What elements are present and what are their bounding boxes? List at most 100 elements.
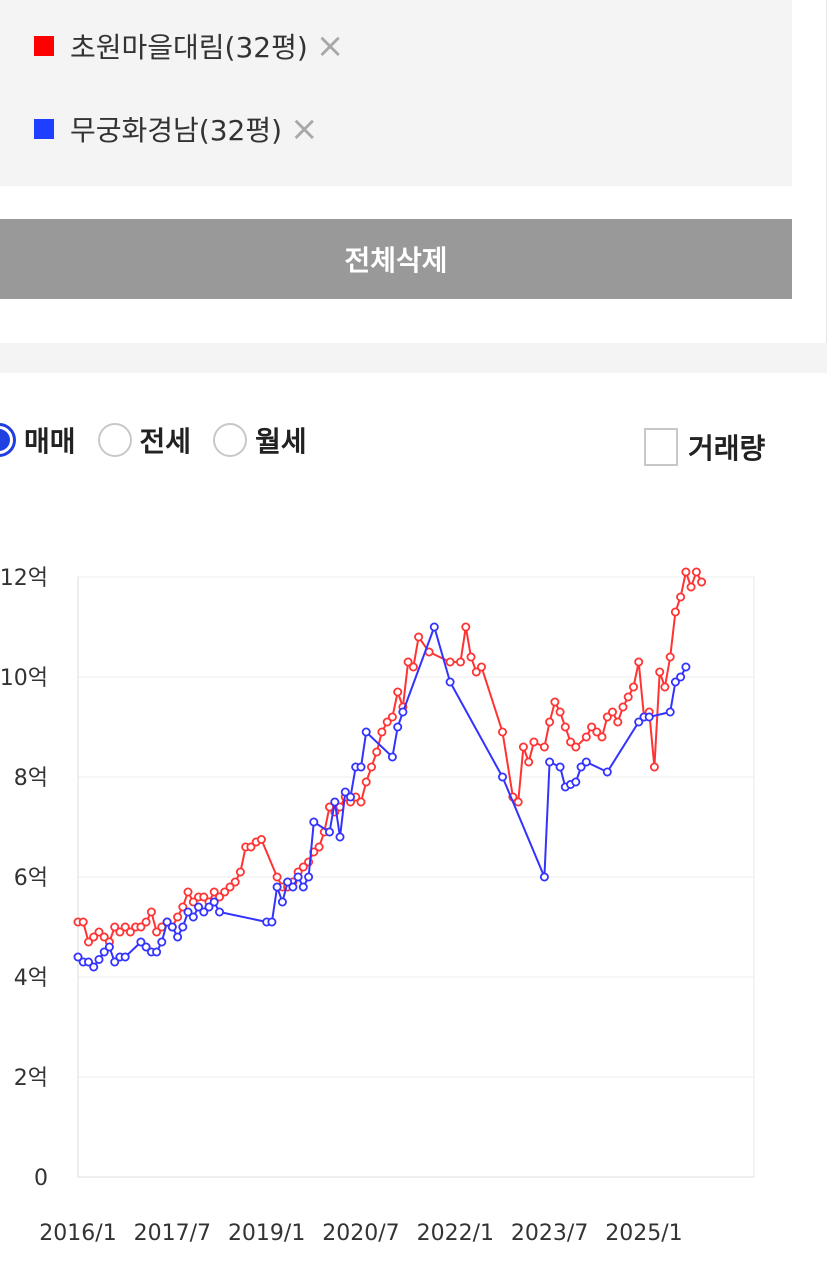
series-1-point: [408, 662, 418, 672]
series-1-point: [188, 897, 198, 907]
compare-item-1-label: 초원마을대림(32평): [70, 31, 308, 64]
series-2-point: [393, 722, 403, 732]
x-tick-label: 2016/1: [39, 1221, 116, 1246]
x-tick-label: 2019/1: [228, 1221, 305, 1246]
series-2-point: [173, 932, 183, 942]
series-1-point: [513, 797, 523, 807]
volume-toggle[interactable]: 거래량: [644, 427, 765, 467]
series-1-point: [529, 737, 539, 747]
radio-jeonse-label: 전세: [139, 425, 192, 458]
series-1-point: [592, 727, 602, 737]
series-2-point: [283, 877, 293, 887]
series-1-point: [377, 727, 387, 737]
close-icon[interactable]: ×: [290, 109, 319, 149]
y-tick-label: 2억: [14, 1066, 48, 1091]
series-1-point: [403, 657, 413, 667]
radio-monthly[interactable]: 월세: [213, 420, 307, 460]
series-2-point: [293, 872, 303, 882]
series-1-point: [445, 657, 455, 667]
series-2-point: [110, 957, 120, 967]
series-2-point: [330, 797, 340, 807]
series-1-swatch: [34, 36, 54, 56]
series-1-point: [115, 927, 125, 937]
series-1-point: [618, 702, 628, 712]
series-1-point: [141, 917, 151, 927]
series-1-point: [602, 712, 612, 722]
series-1-point: [94, 927, 104, 937]
x-tick-label: 2023/7: [511, 1221, 588, 1246]
series-2-point: [602, 767, 612, 777]
volume-checkbox[interactable]: [644, 428, 678, 466]
series-2-point: [199, 907, 209, 917]
series-1-point: [235, 867, 245, 877]
series-2-point: [277, 897, 287, 907]
series-1-point: [555, 707, 565, 717]
series-1-point: [272, 872, 282, 882]
series-2-point: [429, 622, 439, 632]
series-2-point: [581, 757, 591, 767]
close-icon[interactable]: ×: [315, 26, 345, 66]
delete-all-button[interactable]: 전체삭제: [0, 219, 792, 299]
series-2-point: [157, 937, 167, 947]
series-1-point: [256, 835, 266, 845]
series-1-point: [220, 887, 230, 897]
series-2-point: [445, 677, 455, 687]
radio-sale[interactable]: 매매: [0, 420, 76, 460]
series-2-point: [99, 947, 109, 957]
x-tick-label: 2020/7: [322, 1221, 399, 1246]
series-2-point: [335, 832, 345, 842]
series-2-point: [497, 772, 507, 782]
series-2-point: [188, 912, 198, 922]
series-1-point: [461, 622, 471, 632]
y-tick-label: 8억: [14, 766, 48, 791]
series-1-point: [125, 927, 135, 937]
series-1-point: [120, 922, 130, 932]
series-1-point: [361, 777, 371, 787]
series-2-point: [167, 922, 177, 932]
y-tick-label: 12억: [0, 566, 48, 591]
series-2-point: [94, 955, 104, 965]
series-1-point: [178, 902, 188, 912]
series-2-point: [89, 962, 99, 972]
series-2-point: [324, 827, 334, 837]
series-1-point: [655, 667, 665, 677]
series-2-point: [136, 937, 146, 947]
radio-jeonse[interactable]: 전세: [97, 420, 192, 460]
y-tick-label: 0: [34, 1166, 48, 1191]
series-1-point: [497, 727, 507, 737]
series-1-point: [455, 657, 465, 667]
series-2-point: [309, 817, 319, 827]
series-2-point: [398, 707, 408, 717]
series-1-point: [414, 632, 424, 642]
series-1-point: [550, 697, 560, 707]
y-tick-label: 6억: [14, 866, 48, 891]
series-1-point: [199, 892, 209, 902]
series-1-point: [387, 712, 397, 722]
radio-unchecked-icon[interactable]: [97, 423, 132, 457]
trade-type-radio-group: 매매 전세 월세: [0, 420, 329, 460]
series-1-point: [246, 842, 256, 852]
series-1-point: [545, 717, 555, 727]
series-2-swatch: [34, 119, 54, 139]
series-2-point: [183, 907, 193, 917]
series-1-point: [670, 607, 680, 617]
series-1-point: [78, 917, 88, 927]
series-1-point: [539, 742, 549, 752]
series-1-point: [183, 887, 193, 897]
series-1-point: [110, 922, 120, 932]
series-1-point: [136, 922, 146, 932]
radio-sale-label: 매매: [24, 425, 76, 458]
series-1-point: [581, 732, 591, 742]
series-1-point: [146, 907, 156, 917]
series-1-point: [608, 707, 618, 717]
series-2-point: [665, 707, 675, 717]
series-1-point: [629, 682, 639, 692]
volume-checkbox-label: 거래량: [688, 432, 766, 465]
radio-monthly-label: 월세: [255, 425, 307, 458]
series-2-point: [288, 882, 298, 892]
compare-panel: 초원마을대림(32평) × 무궁화경남(32평) ×: [0, 0, 792, 186]
x-tick-label: 2025/1: [605, 1221, 682, 1246]
series-2-point: [555, 762, 565, 772]
radio-unchecked-icon[interactable]: [213, 423, 248, 457]
series-1-point: [697, 577, 707, 587]
